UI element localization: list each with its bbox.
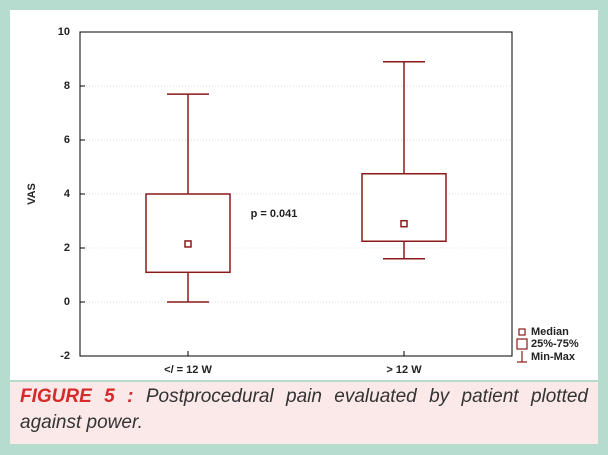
x-tick-label: </ = 12 W <box>164 364 212 376</box>
legend-label: 25%-75% <box>531 338 579 350</box>
box <box>361 173 447 242</box>
caption-text: Postprocedural pain evaluated by patient… <box>20 386 588 433</box>
median <box>184 240 192 248</box>
y-tick-label: 6 <box>64 134 70 146</box>
y-axis-label: VAS <box>26 183 38 205</box>
legend-box-icon <box>516 338 528 350</box>
caption: FIGURE 5 : Postprocedural pain evaluated… <box>10 382 598 444</box>
y-tick-label: 10 <box>58 26 70 38</box>
y-tick-label: -2 <box>60 350 70 362</box>
y-tick-label: 4 <box>64 188 71 200</box>
chart: VAS p = 0.041 -2 0 2 4 6 8 10 </ = 12 W > 12 W Me… <box>10 10 598 380</box>
legend-label: Median <box>531 326 569 338</box>
legend-label: Min-Max <box>531 351 576 363</box>
chart-background <box>10 10 598 380</box>
caption-label: FIGURE 5 : <box>20 386 134 407</box>
plot-frame <box>79 31 513 357</box>
legend-median-icon <box>518 328 526 336</box>
annotation: p = 0.041 <box>251 208 298 220</box>
median <box>400 219 408 228</box>
y-tick-label: 8 <box>64 80 70 92</box>
y-tick-label: 0 <box>64 296 70 308</box>
x-tick-label: > 12 W <box>386 364 422 376</box>
y-tick-label: 2 <box>64 242 70 254</box>
box <box>145 193 231 274</box>
